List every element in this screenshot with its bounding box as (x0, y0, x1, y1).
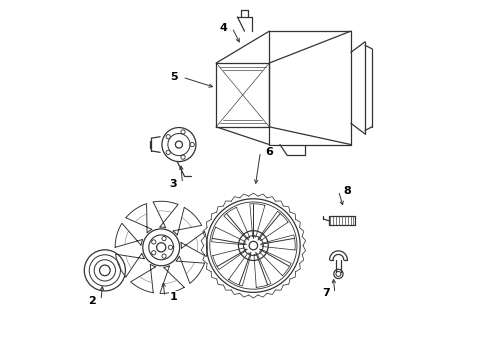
Text: 5: 5 (169, 72, 177, 82)
Text: 3: 3 (169, 179, 177, 189)
Text: 2: 2 (88, 296, 96, 306)
Text: 7: 7 (322, 288, 329, 298)
Text: 1: 1 (169, 292, 177, 302)
Text: 8: 8 (343, 186, 350, 195)
Text: 6: 6 (265, 147, 273, 157)
Text: 4: 4 (219, 23, 227, 33)
